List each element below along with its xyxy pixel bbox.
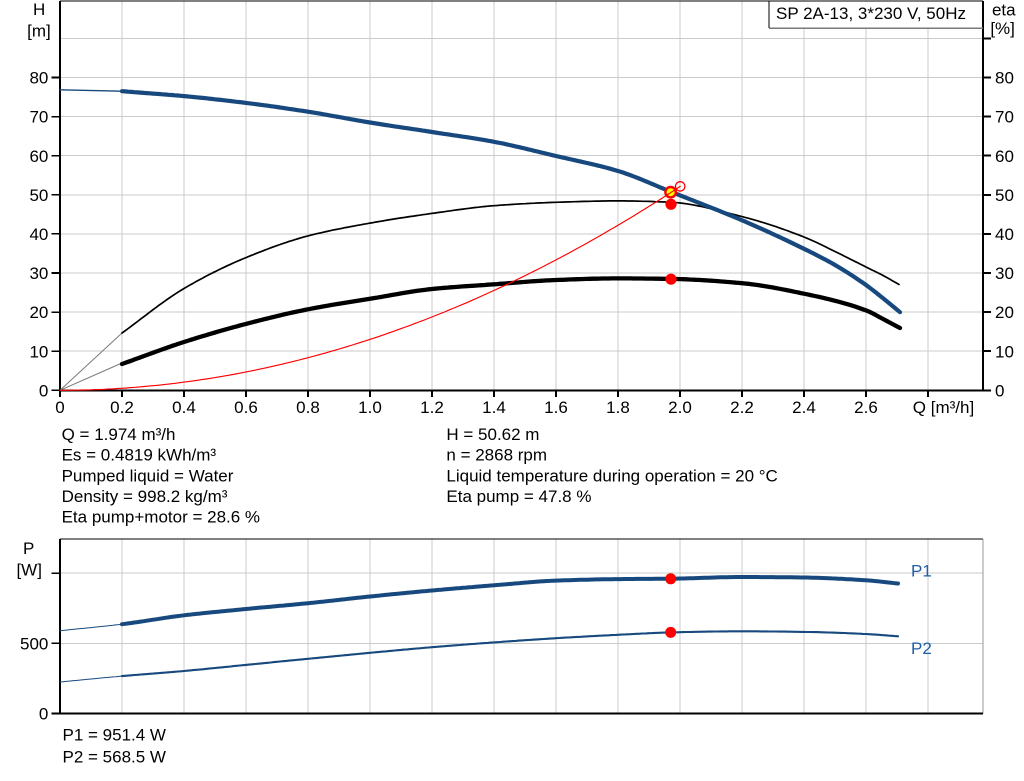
svg-text:60: 60 [995,147,1014,166]
svg-text:Density = 998.2 kg/m³: Density = 998.2 kg/m³ [62,487,228,506]
svg-text:30: 30 [995,264,1014,283]
svg-text:80: 80 [29,69,48,88]
svg-text:60: 60 [29,147,48,166]
svg-text:50: 50 [995,186,1014,205]
svg-text:10: 10 [995,342,1014,361]
svg-text:[%]: [%] [990,19,1015,38]
svg-text:P2 = 568.5 W: P2 = 568.5 W [63,747,166,766]
svg-text:1.8: 1.8 [606,398,630,417]
svg-text:80: 80 [995,69,1014,88]
svg-text:0: 0 [39,381,48,400]
svg-text:30: 30 [29,264,48,283]
svg-text:2.4: 2.4 [792,398,816,417]
svg-text:70: 70 [29,108,48,127]
svg-text:2.2: 2.2 [730,398,754,417]
svg-text:2.0: 2.0 [668,398,692,417]
svg-text:SP 2A-13, 3*230 V, 50Hz: SP 2A-13, 3*230 V, 50Hz [776,4,966,23]
svg-text:Pumped liquid = Water: Pumped liquid = Water [62,466,234,485]
svg-text:1.6: 1.6 [544,398,568,417]
svg-text:1.4: 1.4 [482,398,506,417]
svg-text:1.0: 1.0 [358,398,382,417]
svg-text:eta: eta [992,0,1016,19]
svg-text:40: 40 [29,225,48,244]
svg-text:Eta pump+motor = 28.6 %: Eta pump+motor = 28.6 % [62,508,260,527]
svg-text:Liquid temperature during oper: Liquid temperature during operation = 20… [446,466,777,485]
svg-text:[W]: [W] [16,560,42,579]
svg-text:20: 20 [995,303,1014,322]
svg-text:50: 50 [29,186,48,205]
svg-text:70: 70 [995,108,1014,127]
svg-text:P1 = 951.4 W: P1 = 951.4 W [63,726,166,745]
svg-text:0: 0 [55,398,64,417]
svg-text:2.6: 2.6 [854,398,878,417]
svg-text:40: 40 [995,225,1014,244]
svg-text:Es = 0.4819 kWh/m³: Es = 0.4819 kWh/m³ [62,446,217,465]
svg-text:Eta pump = 47.8 %: Eta pump = 47.8 % [446,487,591,506]
svg-text:20: 20 [29,303,48,322]
svg-text:10: 10 [29,342,48,361]
svg-text:Q = 1.974 m³/h: Q = 1.974 m³/h [62,425,176,444]
svg-text:0.4: 0.4 [172,398,196,417]
svg-text:1.2: 1.2 [420,398,444,417]
svg-text:P2: P2 [911,639,932,658]
svg-text:[m]: [m] [27,21,51,40]
svg-text:0: 0 [39,705,48,724]
svg-text:P1: P1 [911,562,932,581]
svg-text:H: H [33,0,45,19]
svg-text:0.6: 0.6 [234,398,258,417]
svg-text:P: P [23,539,34,558]
svg-text:0.2: 0.2 [110,398,134,417]
svg-text:0.8: 0.8 [296,398,320,417]
svg-text:H = 50.62 m: H = 50.62 m [446,425,539,444]
svg-text:0: 0 [995,381,1004,400]
svg-text:Q [m³/h]: Q [m³/h] [913,398,974,417]
svg-text:n = 2868 rpm: n = 2868 rpm [446,446,547,465]
svg-text:500: 500 [20,634,48,653]
